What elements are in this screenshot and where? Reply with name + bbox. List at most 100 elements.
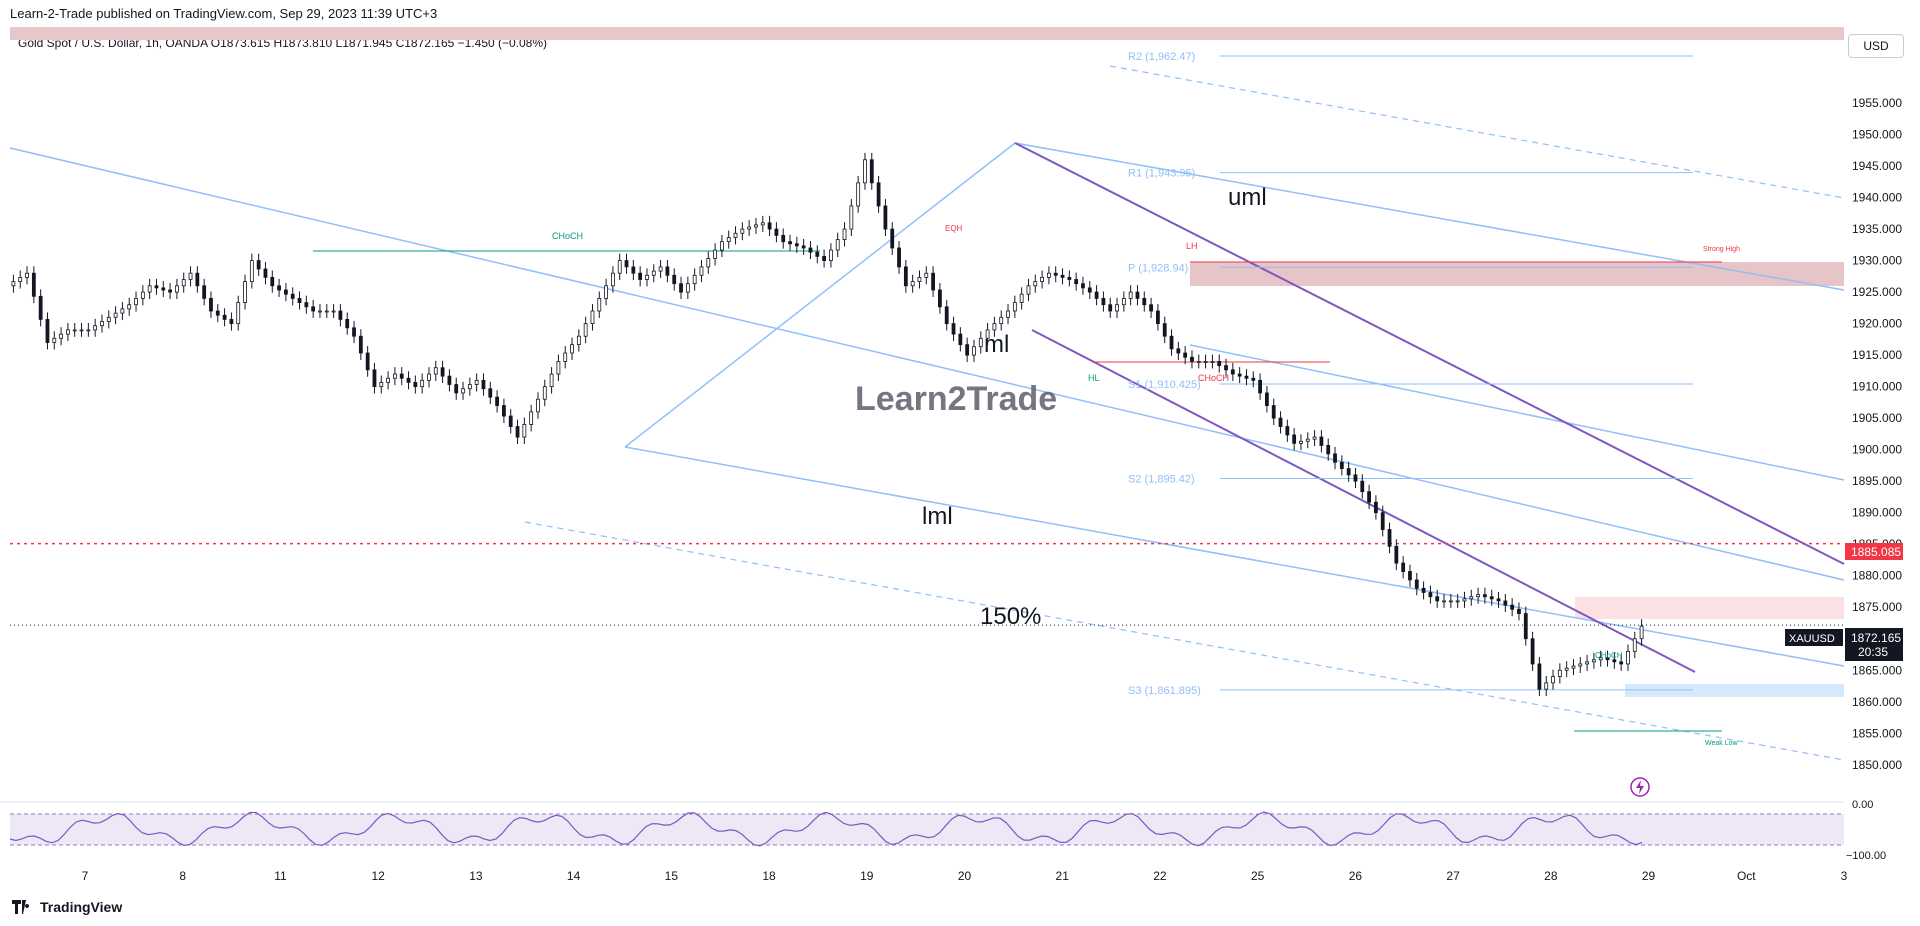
candle-body	[1442, 600, 1446, 603]
candle-body	[79, 329, 84, 332]
pivot-label: S2 (1,895.42)	[1128, 474, 1195, 486]
candle-body	[127, 304, 132, 310]
current-price-tag-text: 1872.165	[1851, 631, 1901, 645]
price-tick-label: 1860.000	[1852, 695, 1902, 709]
candle-body	[1053, 272, 1058, 276]
candle-body	[304, 302, 309, 308]
candle-body	[195, 272, 200, 287]
candle-body	[86, 329, 91, 332]
candle-body	[1530, 638, 1535, 665]
candle-body	[427, 373, 431, 381]
currency-button[interactable]: USD	[1848, 34, 1904, 58]
rsi-line	[9, 811, 1643, 847]
price-tick-label: 1880.000	[1852, 569, 1902, 583]
candle-body	[1244, 375, 1249, 379]
time-tick-label: 3	[1841, 869, 1848, 883]
candle-body	[1585, 661, 1589, 665]
candle-body	[1360, 480, 1365, 493]
candle-body	[726, 237, 731, 243]
candle-body	[822, 255, 826, 261]
candle-body	[1394, 545, 1399, 564]
candle-body	[1510, 604, 1515, 610]
candle-body	[1626, 650, 1630, 665]
candle-body	[645, 274, 649, 280]
dashed-lower	[524, 521, 1845, 761]
candle-body	[72, 329, 77, 332]
candle-body	[706, 258, 711, 268]
candle-body	[454, 384, 459, 394]
candle-body	[747, 226, 752, 230]
candle-body	[1333, 453, 1337, 463]
candle-body	[985, 329, 990, 339]
time-tick-label: 8	[179, 869, 186, 883]
candle-body	[1367, 491, 1371, 503]
price-tick-label: 1950.000	[1852, 128, 1902, 142]
svg-text:Learn2Trade: Learn2Trade	[855, 380, 1057, 418]
candle-body	[1196, 361, 1201, 363]
price-tick-label: 1900.000	[1852, 443, 1902, 457]
candle-body	[1401, 562, 1406, 572]
learn2trade-watermark: Learn2Trade	[855, 380, 1057, 418]
candle-body	[270, 276, 275, 287]
candle-body	[318, 310, 322, 313]
candle-body	[760, 222, 765, 226]
candle-body	[1285, 426, 1290, 436]
candle-body	[243, 281, 247, 304]
candle-body	[972, 346, 976, 356]
candle-body	[1312, 436, 1317, 440]
candle-body	[1176, 348, 1181, 354]
candle-body	[175, 285, 179, 293]
candle-body	[1162, 323, 1167, 337]
candle-body	[1047, 272, 1051, 278]
candle-body	[420, 379, 425, 388]
label-choch-3: CHoCH	[1595, 651, 1623, 660]
candle-body	[1156, 310, 1160, 325]
candle-body	[958, 333, 963, 346]
candle-body	[903, 266, 908, 287]
candle-body	[1517, 608, 1521, 614]
candle-body	[290, 293, 295, 299]
candle-body	[951, 323, 956, 335]
candle-body	[147, 285, 152, 293]
candle-body	[754, 224, 758, 228]
candle-body	[1292, 434, 1297, 444]
candle-body	[638, 272, 643, 280]
lml-line	[624, 446, 1845, 667]
candle-body	[168, 289, 172, 293]
time-tick-label: 29	[1642, 869, 1656, 883]
candle-body	[365, 352, 370, 371]
label-150pct: 150%	[980, 603, 1041, 630]
rsi-tick-top: 0.00	[1852, 799, 1873, 811]
candle-body	[447, 375, 452, 385]
candle-body	[1108, 304, 1113, 312]
candle-body	[992, 323, 997, 331]
candle-body	[1081, 283, 1085, 289]
candle-body	[849, 205, 854, 230]
candle-body	[229, 319, 234, 325]
candle-body	[508, 415, 513, 427]
candle-body	[433, 367, 438, 375]
candle-body	[869, 159, 874, 184]
price-tick-label: 1895.000	[1852, 474, 1902, 488]
candle-body	[835, 239, 840, 251]
candle-body	[100, 321, 104, 327]
candle-body	[488, 388, 493, 398]
candle-body	[1346, 468, 1351, 476]
candle-body	[1455, 600, 1460, 603]
price-tick-label: 1910.000	[1852, 380, 1902, 394]
candle-body	[1476, 594, 1480, 598]
candle-body	[120, 308, 125, 314]
price-tick-label: 1935.000	[1852, 222, 1902, 236]
candle-body	[1462, 598, 1467, 602]
price-tick-label: 1930.000	[1852, 254, 1902, 268]
candle-body	[1012, 302, 1017, 312]
candle-body	[352, 327, 356, 337]
price-tick-label: 1855.000	[1852, 726, 1902, 740]
candle-body	[1169, 335, 1174, 350]
candle-body	[393, 373, 397, 379]
candle-body	[154, 285, 159, 289]
price-tick-label: 1920.000	[1852, 317, 1902, 331]
candle-body	[924, 272, 929, 278]
time-tick-label: 11	[274, 869, 287, 883]
